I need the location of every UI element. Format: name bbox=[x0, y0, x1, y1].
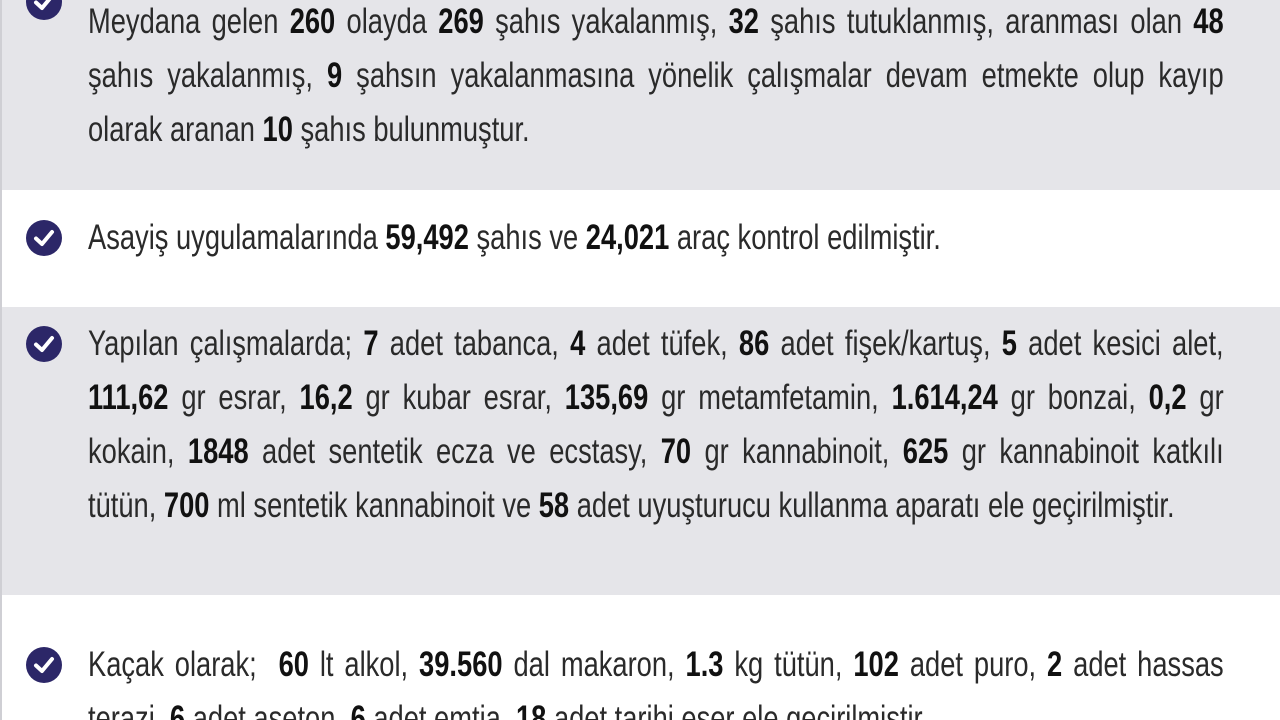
paragraph: Kaçak olarak; 60 lt alkol, 39.560 dal ma… bbox=[88, 638, 1224, 720]
figure: 10 bbox=[262, 110, 293, 149]
figure: 625 bbox=[902, 432, 949, 471]
figure: 70 bbox=[660, 432, 692, 471]
figure: 269 bbox=[438, 2, 484, 41]
figure: 260 bbox=[289, 2, 336, 41]
text-run: dal makaron, bbox=[502, 645, 686, 684]
band bbox=[2, 307, 1280, 595]
text-run: kg tütün, bbox=[723, 645, 854, 684]
check-icon bbox=[26, 326, 62, 362]
figure: 135,69 bbox=[564, 378, 649, 417]
text-run: adet aseton, bbox=[185, 699, 351, 720]
text-run: gr esrar, bbox=[168, 378, 300, 417]
figure: 5 bbox=[1001, 324, 1017, 363]
text-run: adet hassas terazi, bbox=[88, 645, 1232, 720]
figure: 86 bbox=[738, 324, 770, 363]
band bbox=[2, 0, 1280, 190]
figure: 1.614,24 bbox=[891, 378, 998, 417]
text-run: adet kesici alet, bbox=[1016, 324, 1232, 363]
text-run: şahıs ve bbox=[468, 218, 586, 257]
text-run: adet tabanca, bbox=[378, 324, 571, 363]
figure: 32 bbox=[728, 2, 759, 41]
text-run: gr bonzai, bbox=[997, 378, 1149, 417]
text-run: adet fişek/kartuş, bbox=[769, 324, 1002, 363]
figure: 48 bbox=[1193, 2, 1224, 41]
text-run: olayda bbox=[335, 2, 439, 41]
paragraph: Yapılan çalışmalarda; 7 adet tabanca, 4 … bbox=[88, 317, 1224, 533]
text-run: araç kontrol edilmiştir. bbox=[669, 218, 941, 257]
figure: 39.560 bbox=[419, 645, 503, 684]
check-icon bbox=[26, 0, 62, 20]
paragraph: Asayiş uygulamalarında 59,492 şahıs ve 2… bbox=[88, 211, 1224, 265]
text-run: adet uyuşturucu kullanma aparatı ele geç… bbox=[569, 486, 1175, 525]
figure: 4 bbox=[570, 324, 586, 363]
figure: 58 bbox=[538, 486, 570, 525]
text-run: şahıs yakalanmış, bbox=[88, 2, 1232, 95]
text-run: gr kubar esrar, bbox=[352, 378, 565, 417]
text-run: gr kannabinoit katkılı tütün, bbox=[88, 432, 1232, 525]
figure: 18 bbox=[515, 699, 547, 720]
text-run: gr metamfetamin, bbox=[648, 378, 892, 417]
figure: 16,2 bbox=[299, 378, 353, 417]
text-run: şahıs tutuklanmış, aranması olan bbox=[758, 2, 1194, 41]
figure: 111,62 bbox=[88, 378, 169, 417]
figure: 6 bbox=[350, 699, 366, 720]
text-run: şahıs yakalanmış, bbox=[483, 2, 729, 41]
text-run: şahsın yakalanmasına yönelik çalışmalar … bbox=[88, 56, 1232, 149]
figure: 60 bbox=[278, 645, 309, 684]
text-run: ml sentetik kannabinoit ve bbox=[209, 486, 539, 525]
text-run: gr kokain, bbox=[88, 378, 1232, 471]
text-run: adet tarihi eser ele geçirilmiştir. bbox=[546, 699, 929, 720]
text-run: Kaçak olarak; bbox=[88, 645, 279, 684]
figure: 9 bbox=[326, 56, 343, 95]
text-run: Meydana gelen bbox=[88, 2, 290, 41]
figure: 6 bbox=[169, 699, 186, 720]
figure: 1.3 bbox=[685, 645, 724, 684]
text-run: Yapılan çalışmalarda; bbox=[88, 324, 364, 363]
figure: 59,492 bbox=[385, 218, 469, 257]
text-run: şahıs bulunmuştur. bbox=[292, 110, 530, 149]
figure: 102 bbox=[853, 645, 899, 684]
text-run: adet tüfek, bbox=[585, 324, 739, 363]
figure: 700 bbox=[163, 486, 210, 525]
figure: 2 bbox=[1047, 645, 1063, 684]
text-run: Asayiş uygulamalarında bbox=[88, 218, 386, 257]
text-run: lt alkol, bbox=[308, 645, 420, 684]
figure: 1848 bbox=[187, 432, 249, 471]
text-run: adet puro, bbox=[898, 645, 1048, 684]
text-run: gr kannabinoit, bbox=[691, 432, 903, 471]
text-run: adet emtia, bbox=[365, 699, 516, 720]
check-icon bbox=[26, 220, 62, 256]
check-icon bbox=[26, 647, 62, 683]
figure: 0,2 bbox=[1148, 378, 1187, 417]
figure: 24,021 bbox=[585, 218, 670, 257]
paragraph: Meydana gelen 260 olayda 269 şahıs yakal… bbox=[88, 0, 1224, 157]
figure: 7 bbox=[363, 324, 379, 363]
text-run: adet sentetik ecza ve ecstasy, bbox=[248, 432, 661, 471]
